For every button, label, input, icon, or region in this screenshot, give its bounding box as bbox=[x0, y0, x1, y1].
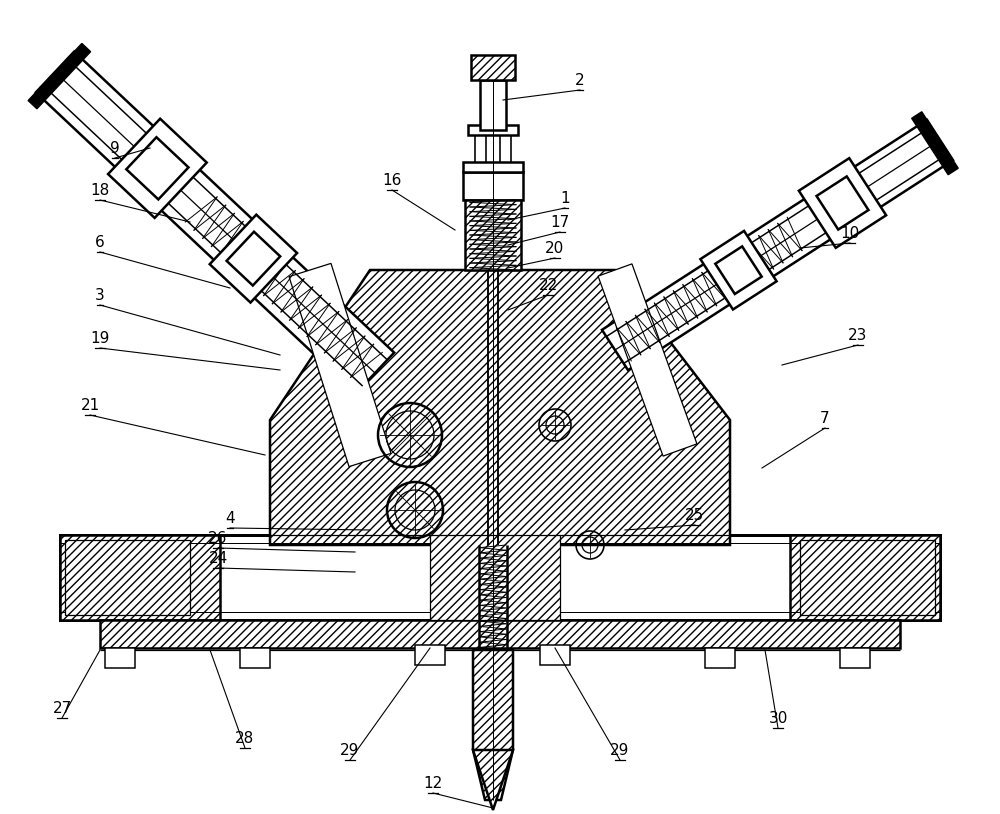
Text: 26: 26 bbox=[208, 531, 228, 546]
Text: 1: 1 bbox=[560, 191, 570, 206]
Polygon shape bbox=[270, 270, 730, 545]
Text: 24: 24 bbox=[208, 551, 228, 566]
Polygon shape bbox=[602, 120, 953, 370]
Polygon shape bbox=[598, 264, 697, 456]
Text: 23: 23 bbox=[848, 328, 868, 343]
Polygon shape bbox=[289, 264, 391, 466]
Polygon shape bbox=[705, 648, 735, 668]
Polygon shape bbox=[468, 125, 518, 135]
Polygon shape bbox=[800, 540, 935, 615]
Polygon shape bbox=[540, 645, 570, 665]
Polygon shape bbox=[60, 535, 940, 620]
Text: 12: 12 bbox=[423, 776, 443, 791]
Polygon shape bbox=[108, 119, 207, 218]
Text: 20: 20 bbox=[545, 241, 565, 256]
Text: 7: 7 bbox=[820, 411, 830, 426]
Polygon shape bbox=[817, 177, 868, 230]
Text: 16: 16 bbox=[382, 173, 402, 188]
Polygon shape bbox=[463, 172, 523, 200]
Text: 22: 22 bbox=[538, 278, 558, 293]
Polygon shape bbox=[100, 620, 900, 648]
Text: 3: 3 bbox=[95, 288, 105, 303]
Polygon shape bbox=[471, 55, 515, 80]
Text: 9: 9 bbox=[110, 141, 120, 156]
Text: 18: 18 bbox=[90, 183, 110, 198]
Polygon shape bbox=[790, 535, 940, 620]
Polygon shape bbox=[210, 215, 297, 303]
Polygon shape bbox=[463, 162, 523, 172]
Text: 21: 21 bbox=[80, 398, 100, 413]
Text: 17: 17 bbox=[550, 215, 570, 230]
Polygon shape bbox=[715, 247, 762, 294]
Polygon shape bbox=[415, 645, 445, 665]
Polygon shape bbox=[65, 540, 190, 615]
Polygon shape bbox=[36, 51, 394, 393]
Polygon shape bbox=[430, 535, 560, 620]
Polygon shape bbox=[28, 43, 91, 109]
Text: 10: 10 bbox=[840, 226, 860, 241]
Text: 19: 19 bbox=[90, 331, 110, 346]
Polygon shape bbox=[240, 648, 270, 668]
Polygon shape bbox=[840, 648, 870, 668]
Text: 28: 28 bbox=[235, 731, 255, 746]
Text: 29: 29 bbox=[610, 743, 630, 758]
Polygon shape bbox=[105, 648, 135, 668]
Polygon shape bbox=[126, 138, 188, 199]
Polygon shape bbox=[480, 80, 506, 130]
Polygon shape bbox=[227, 232, 280, 286]
Polygon shape bbox=[473, 650, 513, 800]
Text: 4: 4 bbox=[225, 511, 235, 526]
Polygon shape bbox=[465, 200, 521, 270]
Text: 2: 2 bbox=[575, 73, 585, 88]
Polygon shape bbox=[60, 535, 220, 620]
Polygon shape bbox=[912, 112, 958, 175]
Text: 25: 25 bbox=[685, 508, 705, 523]
Polygon shape bbox=[473, 750, 513, 810]
Text: 6: 6 bbox=[95, 235, 105, 250]
Polygon shape bbox=[799, 158, 886, 247]
Text: 29: 29 bbox=[340, 743, 360, 758]
Text: 30: 30 bbox=[768, 711, 788, 726]
Text: 27: 27 bbox=[52, 701, 72, 716]
Polygon shape bbox=[700, 231, 777, 309]
